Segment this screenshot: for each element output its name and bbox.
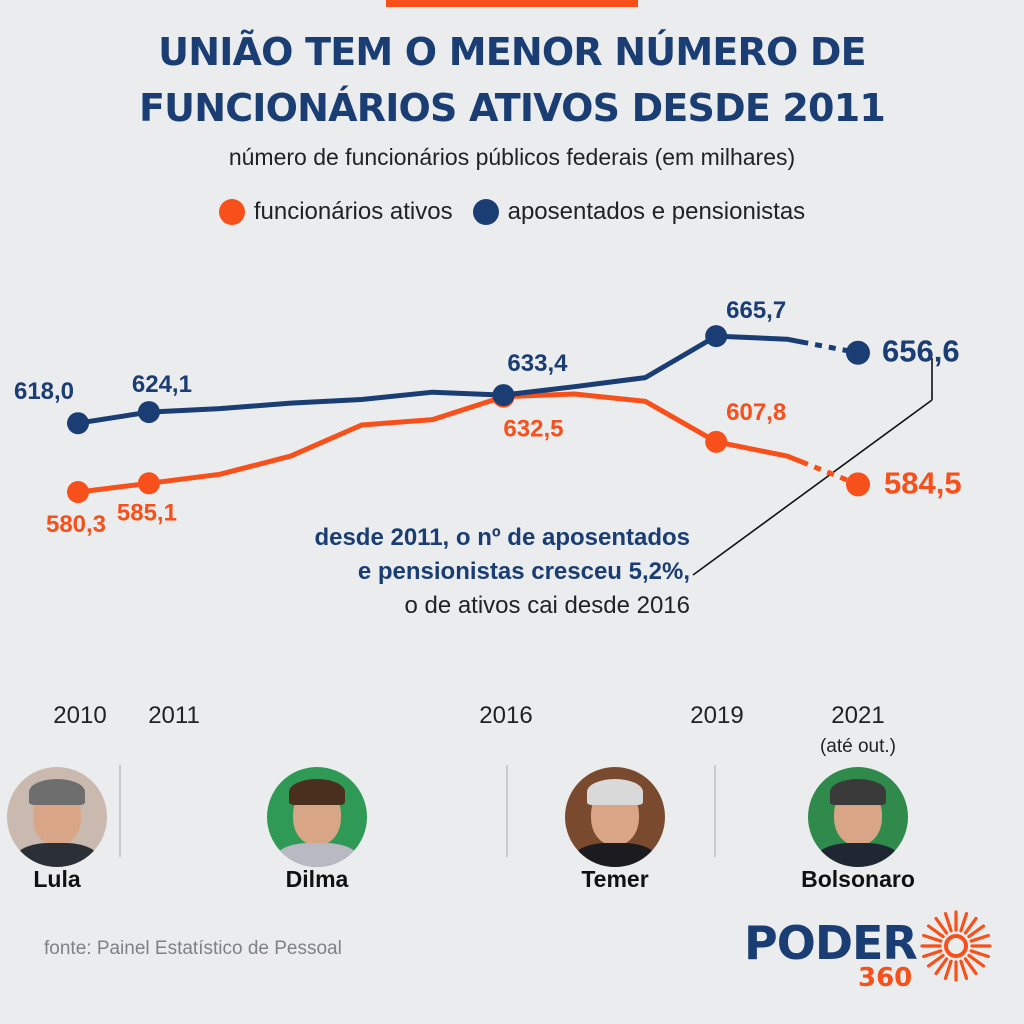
avatar-lula	[7, 767, 107, 867]
president-name-dilma: Dilma	[285, 866, 349, 892]
sun-ray	[969, 949, 990, 959]
timeline-year-2010: 2010	[53, 702, 107, 729]
avatar-hair	[587, 779, 643, 805]
sun-ray	[922, 933, 943, 943]
timeline-year-2021: 2021	[831, 702, 885, 729]
series-line-active	[75, 391, 804, 495]
marker-retired-2016	[492, 384, 515, 407]
top-accent-bar	[386, 0, 638, 7]
legend-dot-retired-icon	[472, 199, 499, 225]
legend: funcionários ativos aposentados e pensio…	[0, 198, 1024, 226]
sun-ray	[963, 957, 978, 976]
marker-active-2021	[846, 472, 870, 497]
timeline-divider-2	[506, 765, 508, 857]
data-label-active-2016: 632,5	[503, 416, 563, 443]
sun-ray	[959, 912, 969, 933]
sun-ray	[926, 953, 945, 968]
timeline-year-2019: 2019	[690, 702, 744, 729]
poder360-logo-number: 360	[858, 963, 913, 993]
avatar-body	[816, 843, 900, 867]
avatar-bolsonaro	[808, 767, 908, 867]
data-label-retired-2016: 633,4	[507, 350, 568, 377]
president-name-temer: Temer	[581, 866, 649, 892]
president-name-lula: Lula	[33, 866, 81, 892]
data-label-retired-2010: 618,0	[14, 378, 74, 405]
line-chart: 580,3 585,1 632,5 607,8 584,5 618,0 624,1 633,4…	[14, 297, 962, 576]
annotation-leader-line	[692, 399, 933, 576]
chart-subtitle: número de funcionários públicos federais…	[228, 144, 796, 170]
legend-item-active: funcionários ativos	[218, 198, 453, 226]
sun-ray	[934, 957, 949, 976]
marker-retired-2011	[137, 401, 160, 424]
timeline-year-2011: 2011	[148, 702, 200, 729]
data-label-retired-2019: 665,7	[726, 297, 786, 324]
avatar-hair	[289, 779, 345, 805]
avatar-body	[15, 843, 99, 867]
marker-retired-2019	[705, 325, 728, 348]
annotation-strong: desde 2011, o nº de aposentados e pension…	[314, 524, 690, 585]
title-line-1: UNIÃO TEM O MENOR NÚMERO DE	[158, 30, 867, 74]
annotation-rest: o de ativos cai desde 2016	[404, 592, 690, 619]
avatar-hair	[29, 779, 85, 805]
source-note: fonte: Painel Estatístico de Pessoal	[44, 938, 342, 959]
data-label-active-2010: 580,3	[46, 511, 106, 538]
legend-label-retired: aposentados e pensionistas	[507, 198, 806, 225]
poder360-sun-icon	[920, 910, 992, 982]
sun-ray	[922, 949, 943, 959]
data-label-active-2021: 584,5	[884, 465, 962, 500]
avatar-dilma	[267, 767, 367, 867]
sun-ray	[967, 953, 986, 968]
title-line-2: FUNCIONÁRIOS ATIVOS DESDE 2011	[139, 86, 886, 130]
series-dashed-active	[800, 459, 859, 487]
timeline-divider-3	[714, 765, 716, 857]
legend-dot-active-icon	[218, 199, 245, 225]
avatar-hair	[830, 779, 886, 805]
president-name-bolsonaro: Bolsonaro	[801, 866, 915, 892]
sun-ray	[967, 924, 986, 939]
data-label-retired-2021: 656,6	[882, 334, 960, 369]
data-label-active-2019: 607,8	[726, 399, 786, 426]
sun-ray	[969, 933, 990, 943]
sun-ray	[959, 959, 969, 980]
sun-ray	[926, 924, 945, 939]
timeline-divider-1	[119, 765, 121, 857]
poder360-logo-text: PODER	[744, 916, 918, 970]
chart-annotation: desde 2011, o nº de aposentados e pension…	[314, 521, 690, 623]
sun-ray	[943, 912, 953, 933]
sun-ray	[963, 916, 978, 935]
marker-active-2010	[67, 481, 89, 504]
marker-active-2019	[705, 430, 728, 453]
avatar-body	[275, 843, 359, 867]
legend-label-active: funcionários ativos	[253, 198, 453, 225]
marker-retired-2021	[846, 340, 870, 365]
marker-active-2011	[137, 472, 160, 495]
data-label-active-2011: 585,1	[117, 499, 177, 526]
sun-ray	[934, 916, 949, 935]
timeline-year-2016: 2016	[479, 702, 533, 729]
data-label-retired-2011: 624,1	[132, 371, 192, 398]
avatar-body	[573, 843, 657, 867]
chart-title: UNIÃO TEM O MENOR NÚMERO DE FUNCIONÁRIOS…	[0, 24, 1024, 136]
timeline-year-2021-note: (até out.)	[819, 736, 897, 757]
sun-ray	[943, 959, 953, 980]
avatar-temer	[565, 767, 665, 867]
marker-retired-2010	[67, 412, 89, 435]
legend-item-retired: aposentados e pensionistas	[472, 198, 806, 226]
series-line-retired	[75, 333, 804, 426]
